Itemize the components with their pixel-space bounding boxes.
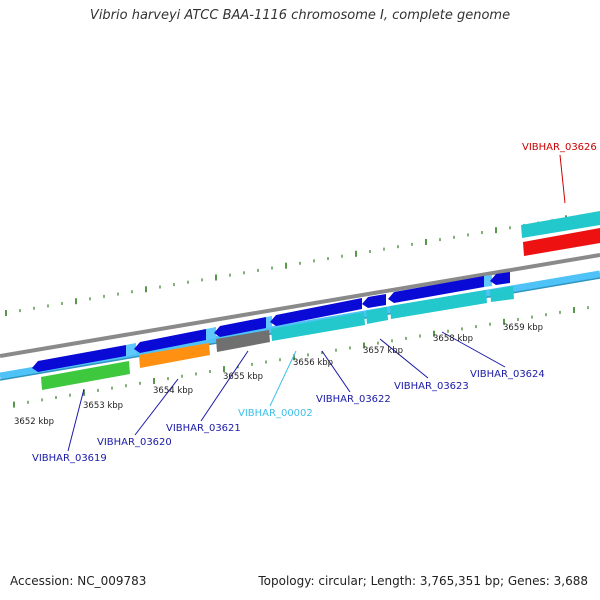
gene-block-blue[interactable]: [270, 298, 362, 326]
leader-line: [379, 338, 429, 379]
tick-label: 3655 kbp: [223, 372, 263, 382]
gene-block-red[interactable]: [523, 228, 600, 256]
leader-line: [67, 388, 85, 452]
gene-block-gray[interactable]: [216, 330, 270, 352]
leader-line: [200, 350, 249, 422]
gene-block-light-blue[interactable]: [126, 343, 136, 356]
label-leader-lines: [67, 154, 566, 452]
forward-strand-features: [32, 272, 510, 372]
tick-label: 3659 kbp: [503, 323, 543, 333]
tick-label: 3654 kbp: [153, 386, 193, 396]
gene-label-vibhar-03622[interactable]: VIBHAR_03622: [316, 394, 391, 405]
gene-label-vibhar-03620[interactable]: VIBHAR_03620: [97, 437, 172, 448]
gene-block-cyan[interactable]: [490, 286, 514, 302]
gene-labels: VIBHAR_03619 VIBHAR_03620 VIBHAR_03621 V…: [32, 142, 597, 464]
gene-label-vibhar-03619[interactable]: VIBHAR_03619: [32, 453, 107, 464]
gene-block-orange[interactable]: [139, 343, 210, 368]
gene-block-blue[interactable]: [32, 345, 126, 372]
reverse-strand-features: [41, 211, 600, 390]
gene-label-vibhar-03621[interactable]: VIBHAR_03621: [166, 423, 241, 434]
gene-block-blue[interactable]: [134, 329, 206, 353]
tick-label: 3656 kbp: [293, 358, 333, 368]
gene-block-cyan[interactable]: [271, 312, 365, 341]
tick-label: 3658 kbp: [433, 334, 473, 344]
gene-block-light-blue[interactable]: [484, 275, 492, 287]
leader-line: [559, 154, 566, 204]
map-title: Vibrio harveyi ATCC BAA-1116 chromosome …: [89, 8, 511, 23]
gene-block-blue[interactable]: [490, 272, 510, 285]
footer-accession: Accession: NC_009783: [10, 574, 147, 588]
gene-block-cyan[interactable]: [366, 307, 388, 324]
leader-line: [269, 350, 297, 407]
gene-block-blue[interactable]: [388, 276, 484, 303]
gene-block-blue[interactable]: [362, 294, 386, 308]
leader-line: [441, 331, 506, 368]
gene-label-vibhar-03623[interactable]: VIBHAR_03623: [394, 381, 469, 392]
footer-genome-stats: Topology: circular; Length: 3,765,351 bp…: [258, 574, 588, 588]
gene-block-green[interactable]: [41, 361, 130, 390]
gene-block-blue[interactable]: [214, 317, 266, 337]
scale-labels: 3652 kbp 3653 kbp 3654 kbp 3655 kbp 3656…: [14, 323, 543, 427]
scale-ticks: [5, 212, 595, 408]
gene-block-light-blue[interactable]: [206, 327, 216, 340]
gene-label-vibhar-03624[interactable]: VIBHAR_03624: [470, 369, 545, 380]
tick-label: 3653 kbp: [83, 401, 123, 411]
gene-block-light-blue[interactable]: [266, 316, 272, 328]
gene-label-vibhar-00002[interactable]: VIBHAR_00002: [238, 408, 313, 419]
leader-line: [321, 350, 351, 393]
gene-block-cyan[interactable]: [390, 290, 487, 319]
tick-label: 3652 kbp: [14, 417, 54, 427]
backbone-outer-line: [0, 253, 600, 358]
gene-block-cyan[interactable]: [521, 211, 600, 238]
leader-line: [134, 378, 179, 436]
tick-label: 3657 kbp: [363, 346, 403, 356]
gene-label-vibhar-03626[interactable]: VIBHAR_03626: [522, 142, 597, 153]
